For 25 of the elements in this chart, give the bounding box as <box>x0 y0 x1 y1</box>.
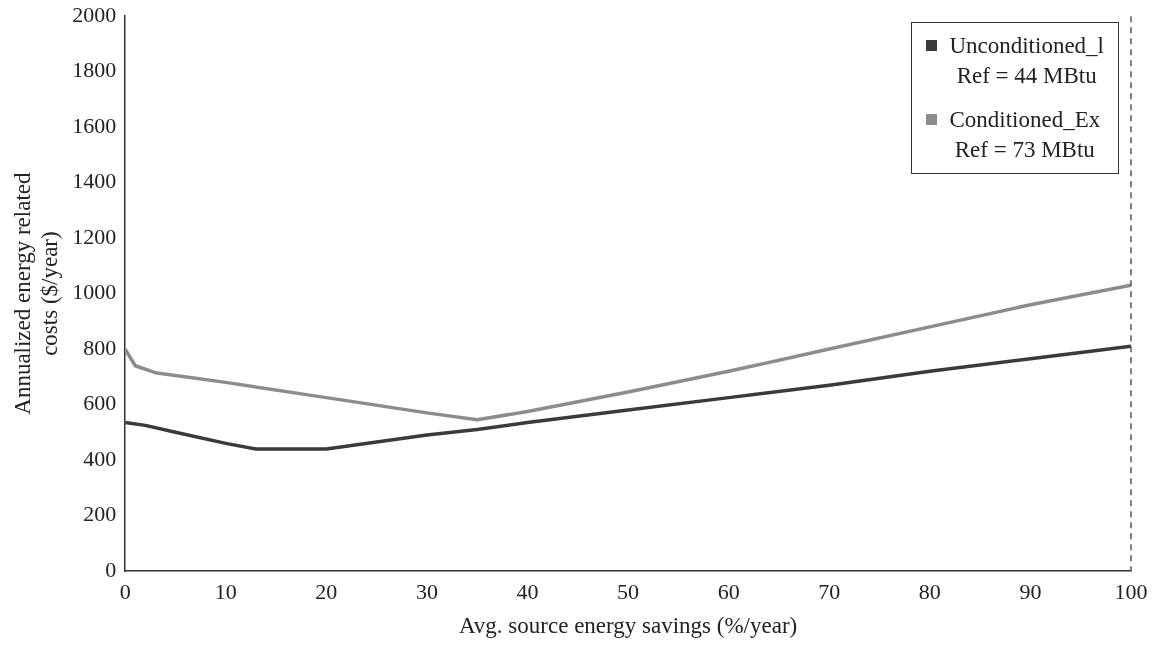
y-tick-label: 2000 <box>72 1 117 27</box>
x-tick-label: 60 <box>717 578 740 604</box>
legend-label: Conditioned_Ex Ref = 73 MBtu <box>949 106 1101 164</box>
x-axis-title: Avg. source energy savings (%/year) <box>458 613 798 639</box>
x-tick-label: 100 <box>1114 578 1148 604</box>
x-tick-label: 90 <box>1019 578 1042 604</box>
y-axis-title: Annualized energy related costs ($/year) <box>9 171 63 415</box>
x-tick-label: 50 <box>617 578 640 604</box>
x-tick-label: 80 <box>918 578 941 604</box>
x-tick-label: 70 <box>818 578 841 604</box>
x-tick-label: 40 <box>516 578 539 604</box>
y-tick-label: 1800 <box>72 57 117 83</box>
y-tick-label: 1600 <box>72 112 117 138</box>
y-tick-label: 1400 <box>72 168 117 194</box>
y-tick-label: 0 <box>105 556 117 582</box>
y-tick-label: 400 <box>83 445 117 471</box>
y-tick-label: 1000 <box>72 279 117 305</box>
y-tick-label: 200 <box>83 501 117 527</box>
x-tick-label: 20 <box>315 578 338 604</box>
y-tick-label: 1200 <box>72 223 117 249</box>
y-tick-label: 600 <box>83 390 117 416</box>
legend-label: Unconditioned_l Ref = 44 MBtu <box>949 32 1104 90</box>
x-tick-label: 10 <box>214 578 237 604</box>
x-tick-label: 30 <box>415 578 438 604</box>
y-tick-label: 800 <box>83 334 117 360</box>
